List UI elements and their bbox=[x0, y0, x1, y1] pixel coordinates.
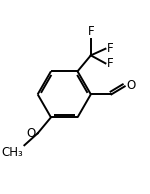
Text: F: F bbox=[87, 25, 94, 38]
Text: F: F bbox=[107, 42, 114, 55]
Text: O: O bbox=[126, 79, 136, 92]
Text: F: F bbox=[107, 57, 114, 70]
Text: O: O bbox=[27, 127, 36, 140]
Text: CH₃: CH₃ bbox=[2, 146, 23, 159]
